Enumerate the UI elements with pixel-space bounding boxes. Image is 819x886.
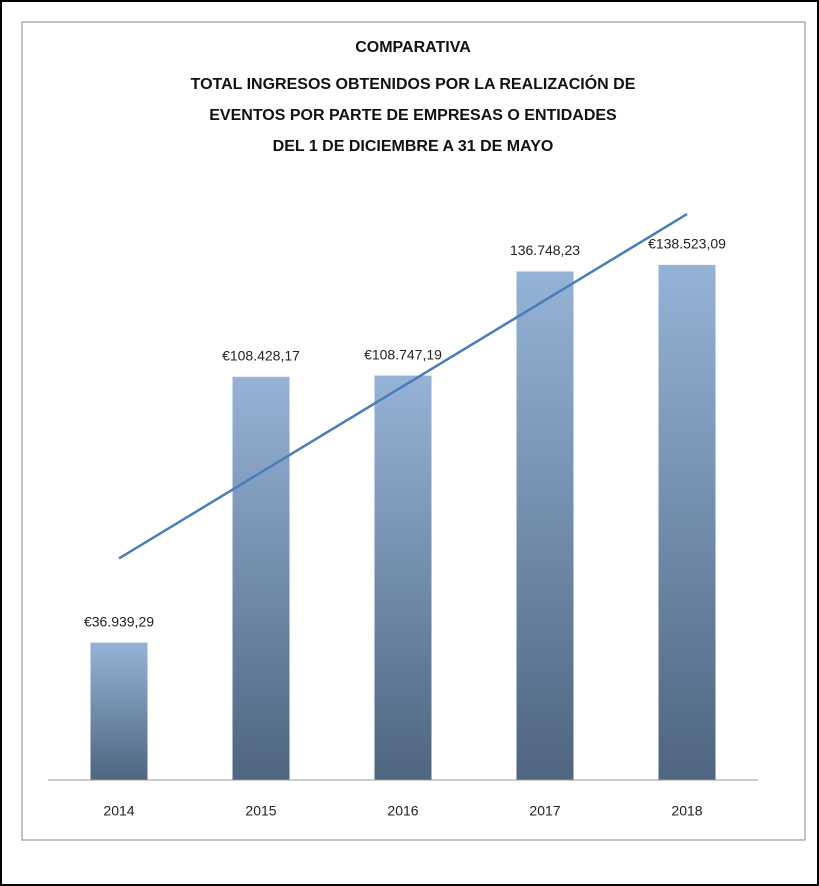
x-tick-label: 2015: [245, 803, 276, 819]
bar: [232, 376, 290, 780]
x-tick-label: 2014: [103, 803, 134, 819]
bar: [516, 271, 574, 780]
value-label: €108.428,17: [222, 347, 300, 363]
value-label: €138.523,09: [648, 236, 726, 252]
x-tick-label: 2017: [529, 803, 560, 819]
chart-title: TOTAL INGRESOS OBTENIDOS POR LA REALIZAC…: [191, 74, 636, 93]
x-tick-label: 2016: [387, 803, 418, 819]
chart-title: COMPARATIVA: [355, 39, 471, 56]
value-label: €108.747,19: [364, 346, 442, 362]
bar: [90, 642, 148, 780]
bar: [374, 375, 432, 780]
bar: [658, 264, 716, 780]
chart-title: EVENTOS POR PARTE DE EMPRESAS O ENTIDADE…: [209, 107, 617, 124]
value-label: €36.939,29: [84, 613, 154, 629]
x-tick-label: 2018: [671, 803, 702, 819]
trend-line: [118, 213, 688, 560]
chart-title: DEL 1 DE DICIEMBRE A 31 DE MAYO: [273, 138, 554, 155]
value-label: 136.748,23: [510, 242, 580, 258]
